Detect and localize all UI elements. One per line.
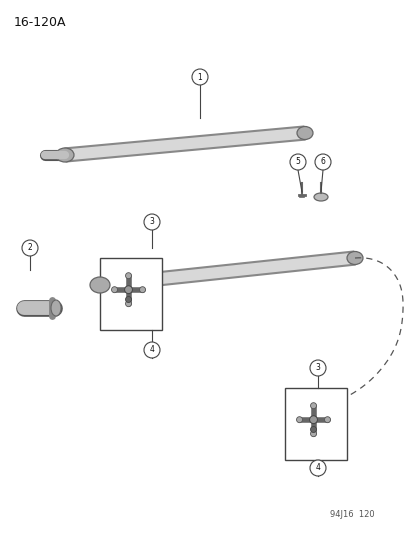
Circle shape [309,460,325,476]
Circle shape [310,426,316,432]
Circle shape [124,286,132,294]
Ellipse shape [51,300,61,316]
Circle shape [125,301,131,306]
Ellipse shape [346,252,362,264]
Text: 5: 5 [295,157,300,166]
Bar [284,388,346,460]
Text: 3: 3 [315,364,320,373]
Circle shape [314,154,330,170]
Circle shape [296,417,302,423]
Ellipse shape [313,193,327,201]
Text: 3: 3 [149,217,154,227]
Text: 2: 2 [28,244,32,253]
Circle shape [310,431,316,437]
Ellipse shape [56,148,74,162]
Circle shape [324,417,330,423]
Text: 6: 6 [320,157,325,166]
Circle shape [309,360,325,376]
Circle shape [310,402,316,409]
Circle shape [111,287,117,293]
Text: 4: 4 [315,464,320,472]
Circle shape [22,240,38,256]
Circle shape [289,154,305,170]
Circle shape [309,416,317,424]
Text: 16-120A: 16-120A [14,16,66,29]
Ellipse shape [296,126,312,140]
Text: 1: 1 [197,72,202,82]
Circle shape [192,69,207,85]
Ellipse shape [90,277,110,293]
Circle shape [125,296,131,303]
Circle shape [139,287,145,293]
Bar [100,258,161,330]
Circle shape [144,342,159,358]
Circle shape [125,273,131,279]
Text: 94J16  120: 94J16 120 [329,510,374,519]
Circle shape [144,214,159,230]
Text: 4: 4 [149,345,154,354]
